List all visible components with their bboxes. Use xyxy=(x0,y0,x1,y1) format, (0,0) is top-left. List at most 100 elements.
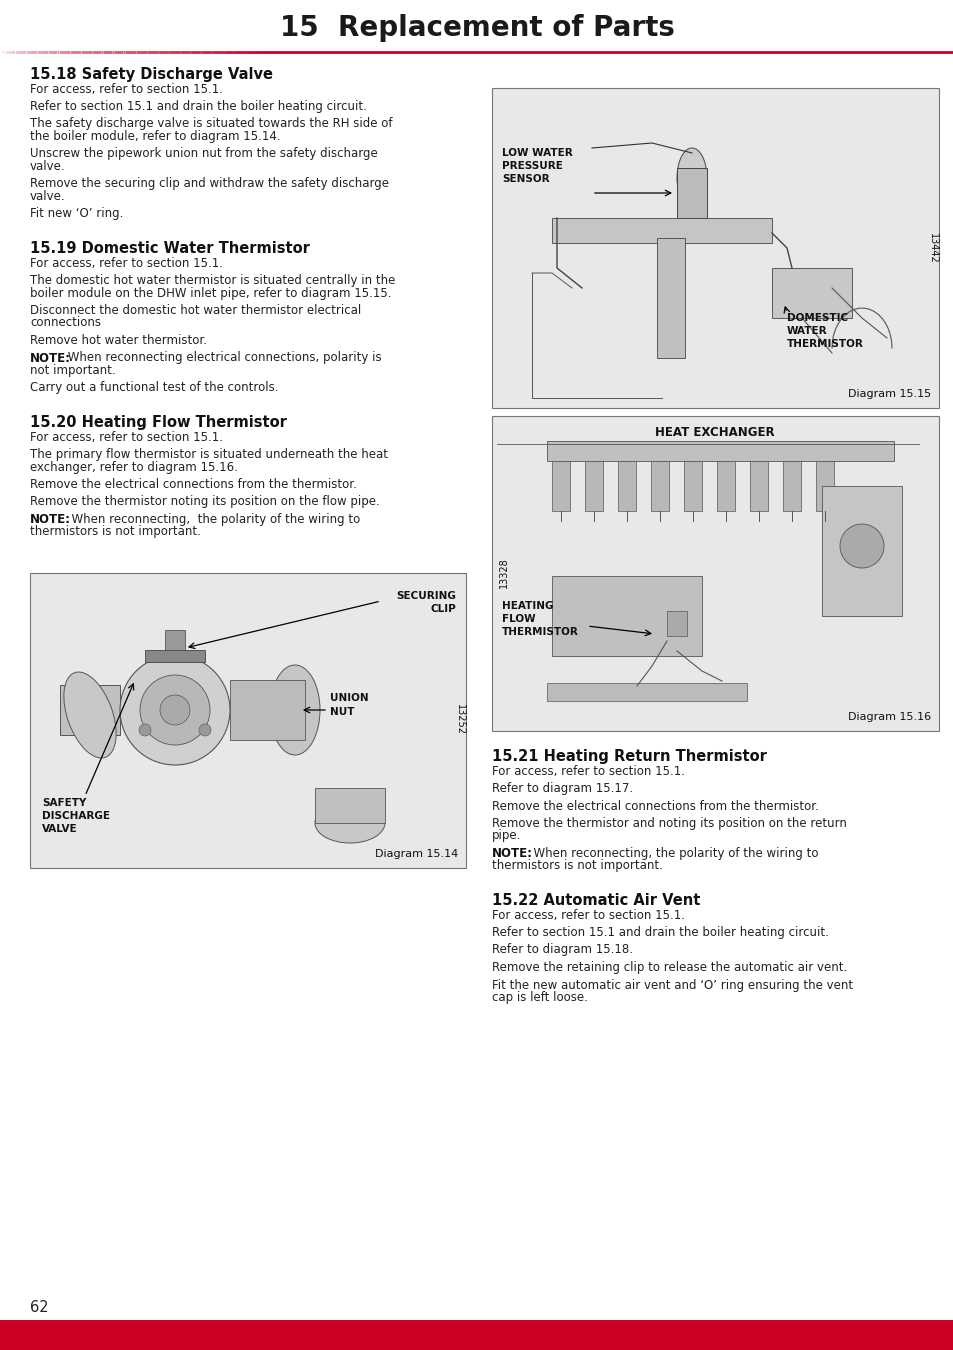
Bar xyxy=(44,50,47,54)
Bar xyxy=(246,50,249,54)
Bar xyxy=(230,680,305,740)
Bar xyxy=(9,50,11,54)
Bar xyxy=(42,50,44,54)
Bar xyxy=(84,50,86,54)
Text: Refer to diagram 15.17.: Refer to diagram 15.17. xyxy=(492,782,633,795)
Bar xyxy=(30,50,33,54)
Bar xyxy=(49,50,51,54)
Bar xyxy=(227,50,229,54)
Text: Carry out a functional test of the controls.: Carry out a functional test of the contr… xyxy=(30,382,278,394)
Bar xyxy=(165,630,185,649)
Bar xyxy=(546,683,746,701)
Bar xyxy=(2,50,5,54)
Bar xyxy=(141,50,143,54)
Bar xyxy=(213,50,215,54)
Circle shape xyxy=(140,675,210,745)
Bar xyxy=(62,50,64,54)
Text: SAFETY
DISCHARGE
VALVE: SAFETY DISCHARGE VALVE xyxy=(42,798,110,834)
Text: For access, refer to section 15.1.: For access, refer to section 15.1. xyxy=(30,431,223,444)
Bar xyxy=(33,50,35,54)
Text: Fit new ‘O’ ring.: Fit new ‘O’ ring. xyxy=(30,208,123,220)
Bar xyxy=(163,50,165,54)
Bar xyxy=(259,50,262,54)
Bar xyxy=(40,50,42,54)
Bar xyxy=(180,50,183,54)
Text: When reconnecting, the polarity of the wiring to: When reconnecting, the polarity of the w… xyxy=(525,846,818,860)
Bar xyxy=(30,572,465,868)
Bar xyxy=(244,50,247,54)
Bar xyxy=(815,456,833,512)
Text: Disconnect the domestic hot water thermistor electrical: Disconnect the domestic hot water thermi… xyxy=(30,304,361,317)
Bar xyxy=(771,269,851,319)
Bar xyxy=(11,50,13,54)
Circle shape xyxy=(840,524,883,568)
Ellipse shape xyxy=(270,666,319,755)
Bar xyxy=(255,50,257,54)
Text: NOTE:: NOTE: xyxy=(492,846,533,860)
Bar xyxy=(72,50,75,54)
Bar xyxy=(0,50,3,54)
Bar xyxy=(749,456,767,512)
Bar xyxy=(239,50,242,54)
Text: For access, refer to section 15.1.: For access, refer to section 15.1. xyxy=(30,82,223,96)
Bar xyxy=(66,50,69,54)
Bar xyxy=(546,441,893,460)
Text: The domestic hot water thermistor is situated centrally in the: The domestic hot water thermistor is sit… xyxy=(30,274,395,288)
Text: When reconnecting,  the polarity of the wiring to: When reconnecting, the polarity of the w… xyxy=(64,513,360,526)
Text: Unscrew the pipework union nut from the safety discharge: Unscrew the pipework union nut from the … xyxy=(30,147,377,161)
Text: Remove the electrical connections from the thermistor.: Remove the electrical connections from t… xyxy=(30,478,356,491)
Bar xyxy=(209,50,212,54)
Text: 13442: 13442 xyxy=(927,232,937,263)
Bar xyxy=(150,50,152,54)
Bar xyxy=(123,50,126,54)
Bar xyxy=(110,50,112,54)
Bar xyxy=(249,50,251,54)
Bar xyxy=(0,1320,953,1350)
Bar xyxy=(52,50,55,54)
Text: For access, refer to section 15.1.: For access, refer to section 15.1. xyxy=(492,764,684,778)
Text: the boiler module, refer to diagram 15.14.: the boiler module, refer to diagram 15.1… xyxy=(30,130,280,143)
Bar xyxy=(106,50,108,54)
Text: SECURING
CLIP: SECURING CLIP xyxy=(395,591,456,614)
Bar xyxy=(552,456,569,512)
Circle shape xyxy=(199,724,211,736)
Text: 15.19 Domestic Water Thermistor: 15.19 Domestic Water Thermistor xyxy=(30,242,310,256)
Bar xyxy=(79,50,82,54)
Bar xyxy=(215,50,218,54)
Bar xyxy=(233,50,235,54)
Bar xyxy=(192,50,193,54)
Text: exchanger, refer to diagram 15.16.: exchanger, refer to diagram 15.16. xyxy=(30,460,237,474)
Text: When reconnecting electrical connections, polarity is: When reconnecting electrical connections… xyxy=(64,351,381,364)
Bar xyxy=(96,50,99,54)
Text: thermistors is not important.: thermistors is not important. xyxy=(492,860,662,872)
Text: 13252: 13252 xyxy=(455,705,464,736)
Bar xyxy=(88,50,91,54)
Bar xyxy=(195,50,198,54)
Circle shape xyxy=(160,695,190,725)
Text: Remove the securing clip and withdraw the safety discharge: Remove the securing clip and withdraw th… xyxy=(30,177,389,190)
Bar xyxy=(101,50,104,54)
Bar xyxy=(37,50,40,54)
Text: cap is left loose.: cap is left loose. xyxy=(492,991,587,1004)
Bar xyxy=(46,50,49,54)
Bar xyxy=(683,456,701,512)
Bar xyxy=(198,50,200,54)
Bar xyxy=(86,50,89,54)
Circle shape xyxy=(139,724,151,736)
Ellipse shape xyxy=(677,148,706,208)
Bar xyxy=(7,50,10,54)
Text: UNION
NUT: UNION NUT xyxy=(330,694,368,717)
Text: For access, refer to section 15.1.: For access, refer to section 15.1. xyxy=(30,256,223,270)
Bar xyxy=(158,50,161,54)
Bar xyxy=(91,50,92,54)
Bar xyxy=(94,50,97,54)
Bar xyxy=(229,50,231,54)
Bar xyxy=(130,50,132,54)
Bar xyxy=(618,456,636,512)
Text: valve.: valve. xyxy=(30,161,66,173)
Bar xyxy=(74,50,77,54)
Bar xyxy=(204,50,207,54)
Bar xyxy=(112,50,114,54)
Bar xyxy=(132,50,134,54)
Bar xyxy=(193,50,196,54)
